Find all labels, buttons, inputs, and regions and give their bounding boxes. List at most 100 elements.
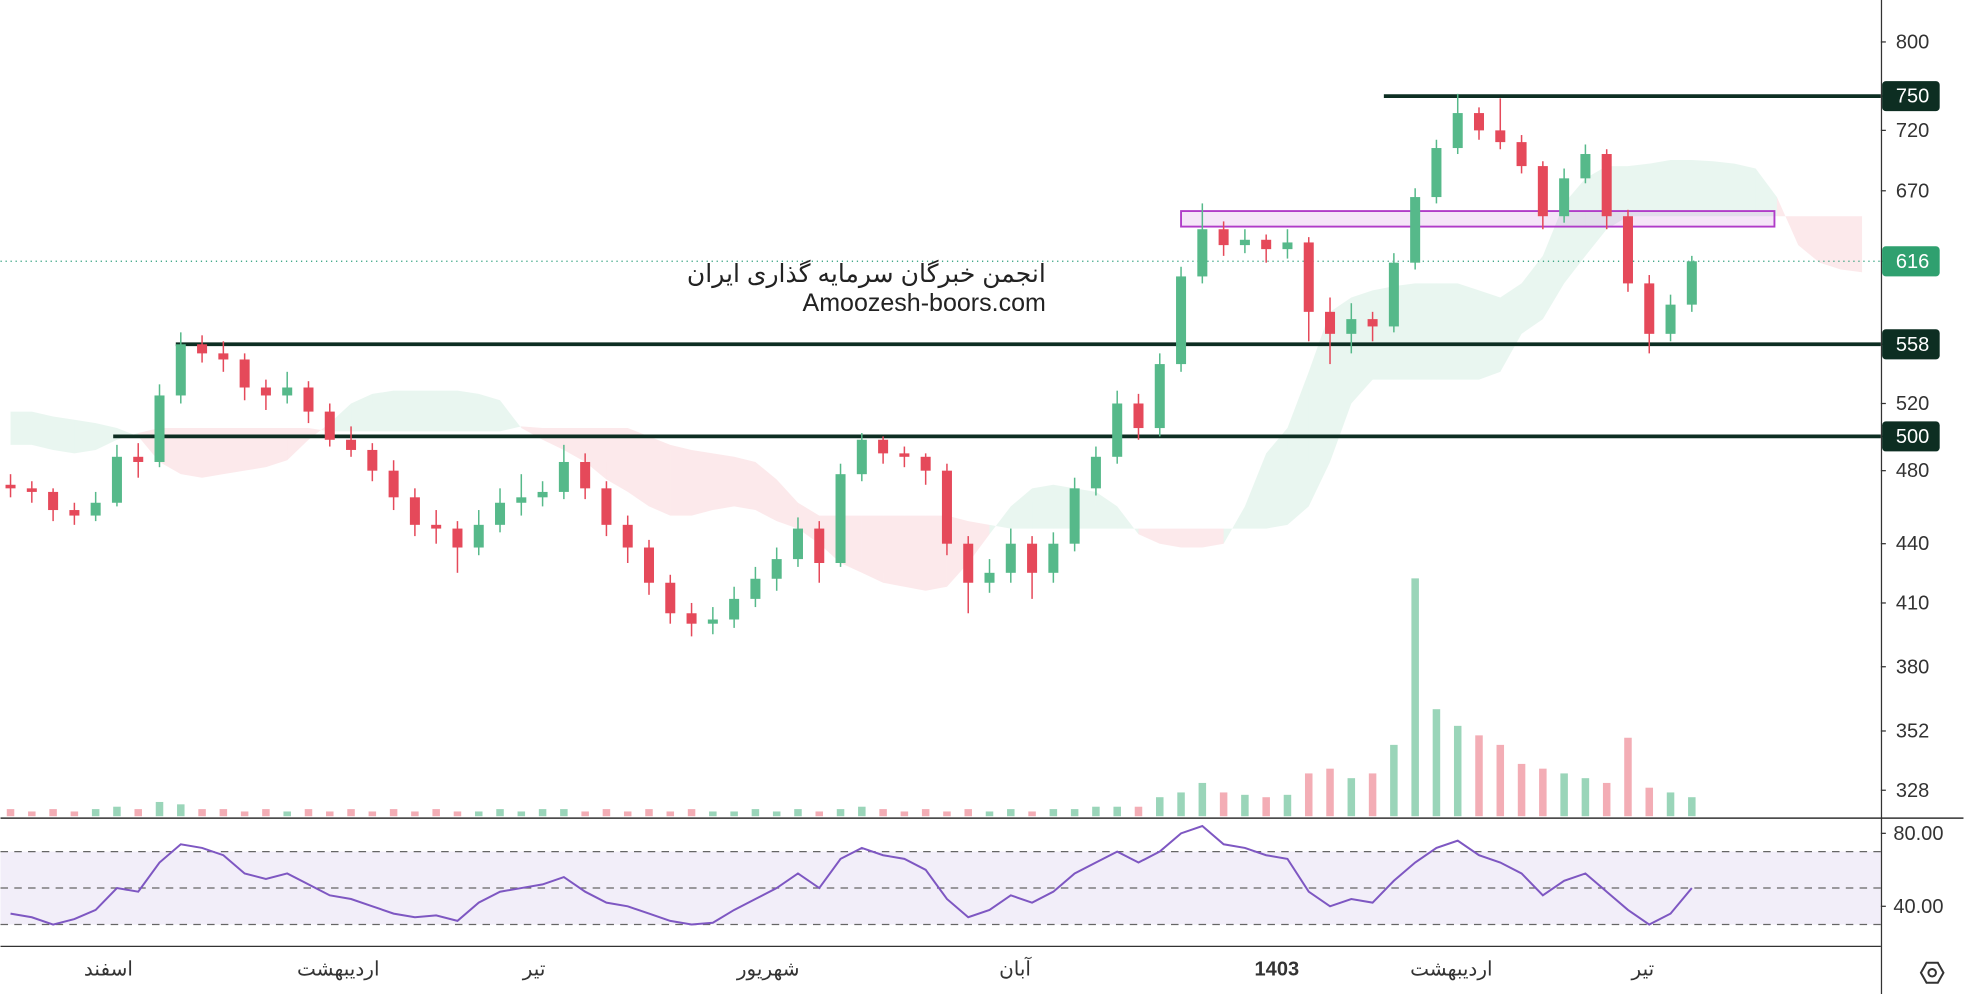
candle-body <box>1410 197 1421 263</box>
volume-bar <box>751 809 760 817</box>
volume-bar <box>1581 778 1590 817</box>
cloud <box>1053 484 1075 529</box>
candle-body <box>1154 364 1165 429</box>
y-tick-label: 352 <box>1896 721 1929 743</box>
cloud <box>10 411 32 445</box>
volume-bar <box>347 809 355 817</box>
cloud <box>478 393 501 432</box>
cloud <box>31 411 54 450</box>
cloud <box>1521 255 1543 334</box>
cloud <box>925 515 947 591</box>
candle-body <box>1388 262 1399 327</box>
candle-body <box>239 359 250 388</box>
volume-bar <box>836 809 845 817</box>
cloud <box>819 515 841 563</box>
volume-bar <box>49 809 57 817</box>
cloud <box>1755 168 1777 217</box>
cloud <box>457 390 479 432</box>
rsi-tick-label: 40.00 <box>1893 896 1943 918</box>
volume-bar <box>879 809 887 817</box>
candle-body <box>1112 403 1123 457</box>
candle-body <box>1048 543 1059 573</box>
cloud <box>1308 311 1331 507</box>
y-tick-label: 750 <box>1896 86 1929 108</box>
y-tick-label: 440 <box>1896 533 1929 555</box>
cloud <box>1393 283 1416 380</box>
candle-body <box>388 470 399 498</box>
y-tick-label: 670 <box>1896 180 1929 202</box>
candle-body <box>665 582 676 614</box>
candle-body <box>984 572 995 583</box>
volume-bar <box>794 809 802 817</box>
cloud <box>1351 290 1373 404</box>
volume-bar <box>1007 809 1015 817</box>
y-tick-label: 500 <box>1896 426 1929 448</box>
x-tick-label: 1403 <box>1255 959 1300 981</box>
candle-body <box>1495 130 1506 143</box>
cloud <box>712 453 735 511</box>
candle-body <box>1027 543 1038 573</box>
cloud <box>159 428 181 475</box>
candle-body <box>750 578 761 599</box>
candle-body <box>941 470 952 544</box>
cloud <box>53 416 75 454</box>
volume-bar <box>1475 735 1483 817</box>
y-tick-label: 380 <box>1896 656 1929 678</box>
cloud <box>542 428 564 450</box>
cloud <box>1138 528 1160 544</box>
volume-bar <box>921 809 930 817</box>
zone <box>1180 210 1776 228</box>
cloud <box>329 403 352 432</box>
settings-icon[interactable] <box>1919 961 1945 984</box>
cloud <box>670 444 692 516</box>
candle-body <box>1239 239 1250 246</box>
candle-body <box>1431 148 1442 198</box>
cloud <box>1266 428 1288 529</box>
candle-body <box>1452 113 1463 149</box>
cloud <box>585 428 607 480</box>
candle-body <box>1069 488 1080 544</box>
candle-body <box>1622 216 1633 284</box>
candle-body <box>1665 304 1676 334</box>
rsi-line <box>10 824 1693 926</box>
candle-body <box>26 488 37 492</box>
volume-bar <box>283 811 291 817</box>
candle-body <box>303 387 314 412</box>
volume-bar <box>1624 737 1632 817</box>
volume-bar <box>687 809 696 817</box>
cloud <box>1010 488 1033 529</box>
candle-body <box>175 344 186 396</box>
volume-bar <box>1028 811 1036 817</box>
volume-bar <box>666 811 675 817</box>
volume-bar <box>155 801 164 817</box>
volume-bar <box>1368 773 1377 817</box>
candle-body <box>1516 142 1527 167</box>
x-tick-label: تیر <box>522 959 546 981</box>
candle-body <box>5 484 16 489</box>
y-tick-label: 410 <box>1896 593 1929 615</box>
volume-bar <box>1432 709 1441 817</box>
candle-body <box>707 619 718 624</box>
cloud <box>1606 166 1628 230</box>
cloud <box>755 461 777 522</box>
candle-body <box>835 474 846 563</box>
cloud <box>1032 484 1054 529</box>
y-tick-label: 720 <box>1896 120 1929 142</box>
cloud <box>202 428 224 478</box>
volume-bar <box>1134 806 1143 817</box>
cloud <box>1457 283 1479 380</box>
cloud <box>904 515 926 591</box>
cloud <box>95 423 117 450</box>
y-tick-label: 328 <box>1896 780 1929 802</box>
y-tick-badge <box>1882 329 1940 360</box>
volume-bar <box>1688 797 1696 817</box>
y-tick-label: 480 <box>1896 460 1929 482</box>
cloud <box>393 390 415 432</box>
candle-body <box>1367 319 1378 327</box>
watermark: Amoozesh-boors.com <box>803 289 1046 317</box>
cloud <box>1627 163 1650 217</box>
candle-body <box>282 387 293 396</box>
candle-body <box>1282 242 1293 250</box>
cloud <box>244 428 266 471</box>
